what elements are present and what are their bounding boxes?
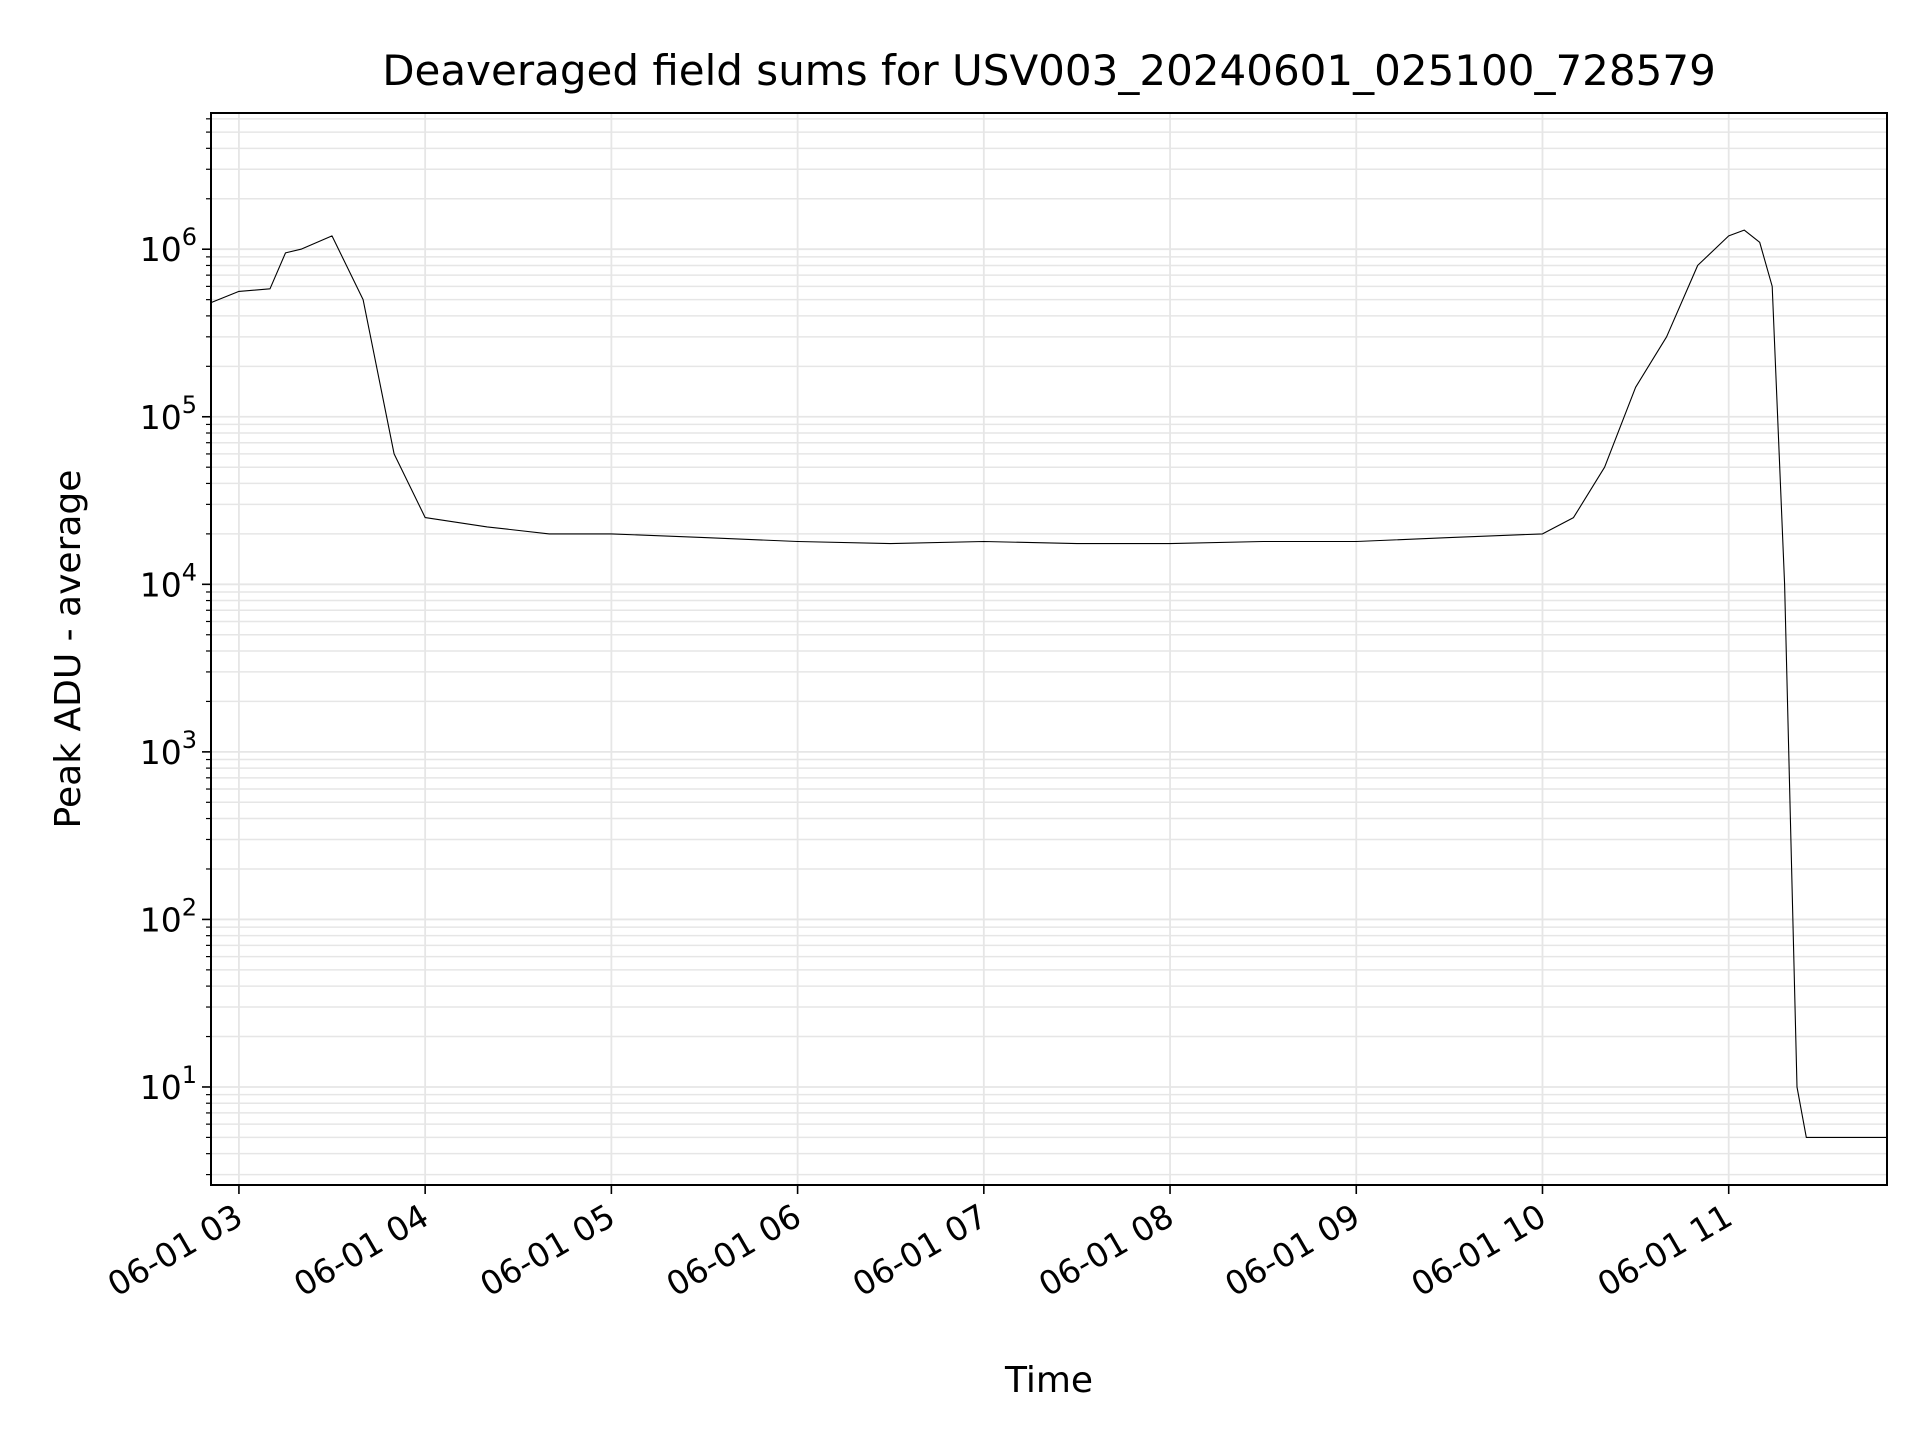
y-tick-label: 106 — [140, 223, 197, 269]
x-tick-label: 06-01 03 — [101, 1196, 249, 1304]
y-tick-label: 102 — [140, 893, 197, 939]
x-tick-label: 06-01 07 — [846, 1196, 994, 1304]
grid-minor — [211, 118, 1887, 1176]
y-axis: 101 102 103 104 105 106 — [140, 118, 211, 1176]
x-tick-label: 06-01 11 — [1591, 1196, 1739, 1304]
x-tick-label: 06-01 06 — [660, 1196, 808, 1304]
plot-frame — [210, 112, 1888, 1186]
x-tick-label: 06-01 08 — [1032, 1196, 1180, 1304]
x-tick-label: 06-01 05 — [473, 1196, 621, 1304]
y-tick-label: 104 — [140, 558, 197, 604]
y-tick-label: 105 — [140, 391, 197, 437]
x-axis-label: Time — [1004, 1360, 1093, 1401]
grid-major — [211, 113, 1887, 1185]
y-axis-label: Peak ADU - average — [48, 470, 89, 829]
x-tick-label: 06-01 10 — [1404, 1196, 1552, 1304]
series-line — [210, 229, 1887, 1138]
y-tick-label: 101 — [140, 1061, 197, 1107]
chart-title: Deaveraged field sums for USV003_2024060… — [382, 46, 1716, 95]
x-tick-label: 06-01 09 — [1218, 1196, 1366, 1304]
x-axis: 06-01 03 06-01 04 06-01 05 06-01 06 06-01 07… — [101, 1185, 1739, 1304]
x-tick-label: 06-01 04 — [287, 1196, 435, 1304]
y-tick-label: 103 — [140, 726, 197, 772]
